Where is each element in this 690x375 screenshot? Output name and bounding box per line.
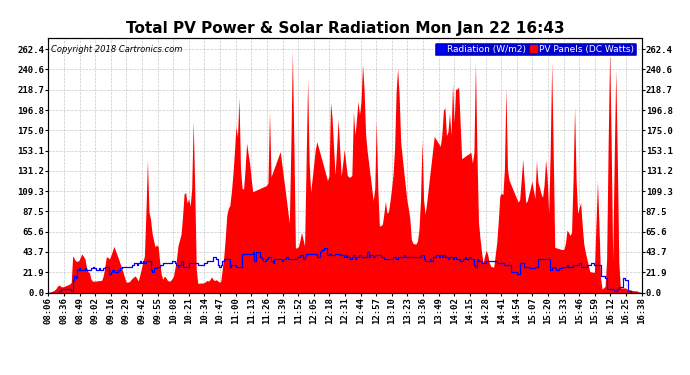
Text: Copyright 2018 Cartronics.com: Copyright 2018 Cartronics.com [51,45,183,54]
Legend: Radiation (W/m2), PV Panels (DC Watts): Radiation (W/m2), PV Panels (DC Watts) [434,42,637,56]
Title: Total PV Power & Solar Radiation Mon Jan 22 16:43: Total PV Power & Solar Radiation Mon Jan… [126,21,564,36]
